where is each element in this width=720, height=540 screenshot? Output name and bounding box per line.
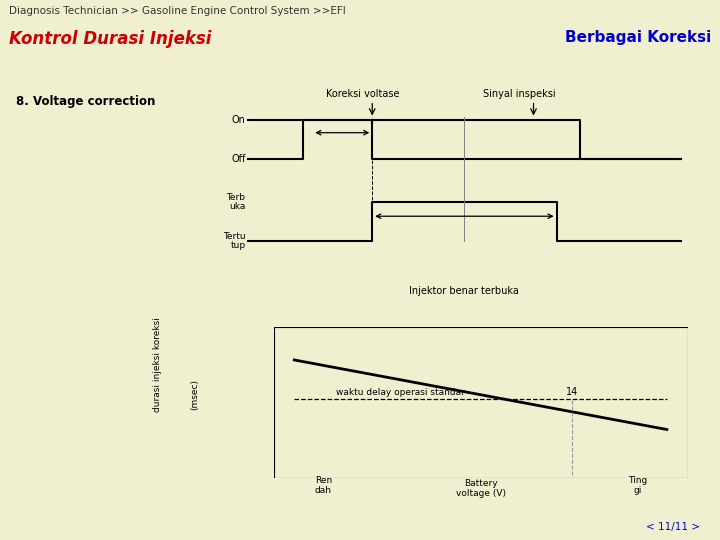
- Text: Berbagai Koreksi: Berbagai Koreksi: [565, 30, 711, 45]
- Text: < 11/11 >: < 11/11 >: [646, 522, 700, 532]
- Text: 14: 14: [565, 387, 578, 397]
- Text: On: On: [232, 115, 246, 125]
- Text: Koreksi voltase: Koreksi voltase: [326, 89, 400, 99]
- Text: Ren
dah: Ren dah: [315, 476, 332, 495]
- Text: Diagnosis Technician >> Gasoline Engine Control System >>EFI: Diagnosis Technician >> Gasoline Engine …: [9, 6, 346, 16]
- Text: Battery
voltage (V): Battery voltage (V): [456, 478, 505, 498]
- Text: Kontrol Durasi Injeksi: Kontrol Durasi Injeksi: [9, 30, 211, 48]
- Text: Sinyal inspeksi: Sinyal inspeksi: [483, 89, 556, 99]
- Text: Terb
uka: Terb uka: [227, 193, 246, 211]
- Text: durasi injeksi koreksi: durasi injeksi koreksi: [153, 317, 162, 412]
- Text: waktu delay operasi standar: waktu delay operasi standar: [336, 388, 464, 397]
- Text: 8. Voltage correction: 8. Voltage correction: [16, 94, 156, 107]
- Text: Off: Off: [231, 154, 246, 164]
- Text: Ting
gi: Ting gi: [629, 476, 647, 495]
- Text: (msec): (msec): [190, 379, 199, 410]
- Text: Injektor benar terbuka: Injektor benar terbuka: [410, 286, 519, 296]
- Text: Tertu
tup: Tertu tup: [223, 232, 246, 251]
